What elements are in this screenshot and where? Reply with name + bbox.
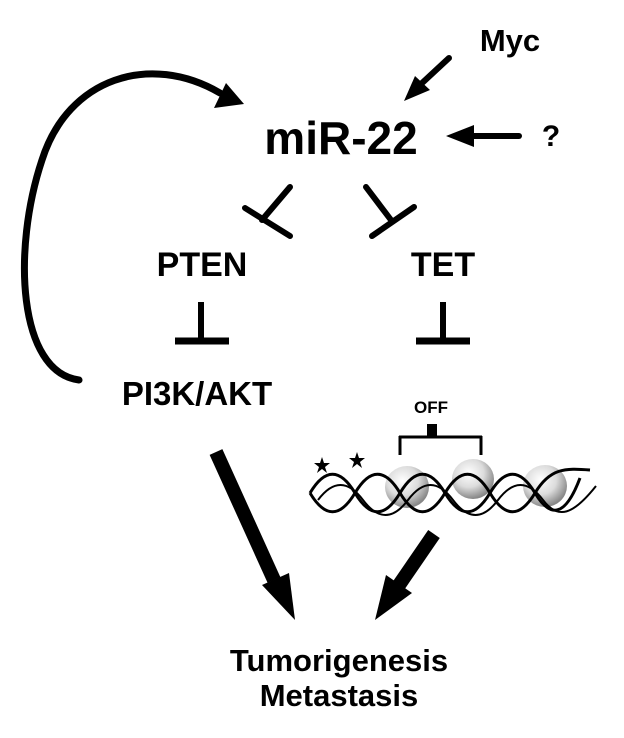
pi3k-to-outcome-arrow [209, 449, 295, 620]
myc-label: Myc [480, 23, 540, 58]
pten-label: PTEN [157, 246, 248, 284]
feedback-loop-arrow [21, 70, 244, 384]
pten-inhibits-pi3k [175, 302, 229, 345]
mir22-inhibits-pten [242, 184, 293, 239]
tet-label: TET [411, 246, 475, 284]
outcome-tumorigenesis-label: Tumorigenesis [230, 643, 448, 678]
unknown-input-label: ? [542, 120, 560, 153]
unknown-activation-arrow [446, 125, 522, 147]
outcome-metastasis-label: Metastasis [260, 678, 419, 713]
pi3k-akt-label: PI3K/AKT [122, 375, 272, 412]
methylation-mark-icon [349, 452, 365, 468]
myc-activation-arrow [404, 55, 452, 101]
tet-inhibits-silencing [416, 302, 470, 345]
methylation-mark-icon [314, 457, 330, 473]
chromatin-dna-icon [308, 459, 597, 516]
off-label: OFF [414, 398, 448, 417]
mir22-inhibits-tet [363, 184, 417, 239]
mir22-label: miR-22 [264, 112, 417, 164]
off-bracket [398, 424, 483, 455]
chromatin-to-outcome-arrow [375, 530, 440, 620]
